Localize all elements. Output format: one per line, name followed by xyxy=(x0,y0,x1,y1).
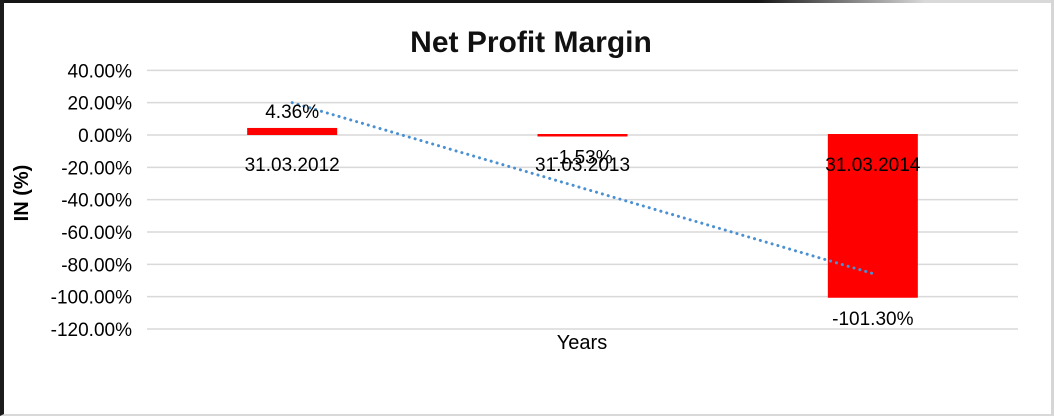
category-label: 31.03.2014 xyxy=(825,155,921,176)
bar-series xyxy=(247,127,918,298)
data-label: -101.30% xyxy=(832,309,913,330)
trendline-group xyxy=(290,101,875,276)
data-labels: 4.36% -1.53% -101.30% xyxy=(265,102,913,330)
chart-title: Net Profit Margin xyxy=(410,26,652,59)
y-axis-tick-labels: 40.00% 20.00% 0.00% -20.00% -40.00% -60.00% -8… xyxy=(51,61,132,341)
y-axis-tick-label: -20.00% xyxy=(61,158,132,179)
bar xyxy=(827,134,918,298)
y-axis-tick-label: -60.00% xyxy=(61,223,132,244)
category-label: 31.03.2013 xyxy=(535,155,630,176)
trendline xyxy=(290,101,875,276)
y-axis-tick-label: 0.00% xyxy=(78,126,132,147)
y-axis-tick-label: -120.00% xyxy=(51,320,132,341)
data-label: 4.36% xyxy=(265,102,319,123)
y-axis-tick-label: 20.00% xyxy=(68,94,133,115)
y-axis-title: IN (%) xyxy=(11,165,33,222)
net-profit-margin-chart: 40.00% 20.00% 0.00% -20.00% -40.00% -60.00% -8… xyxy=(11,26,1018,354)
y-axis-tick-label: -80.00% xyxy=(61,255,132,276)
y-axis-tick-label: -40.00% xyxy=(61,191,132,212)
bar xyxy=(537,134,628,137)
category-label: 31.03.2012 xyxy=(245,155,340,176)
x-axis-title: Years xyxy=(557,332,607,354)
y-axis-tick-label: -100.00% xyxy=(51,288,132,309)
y-axis-tick-label: 40.00% xyxy=(68,61,133,82)
category-labels: 31.03.2012 31.03.2013 31.03.2014 xyxy=(245,155,921,176)
data-label: -1.53% xyxy=(552,147,612,168)
bar xyxy=(247,127,338,135)
